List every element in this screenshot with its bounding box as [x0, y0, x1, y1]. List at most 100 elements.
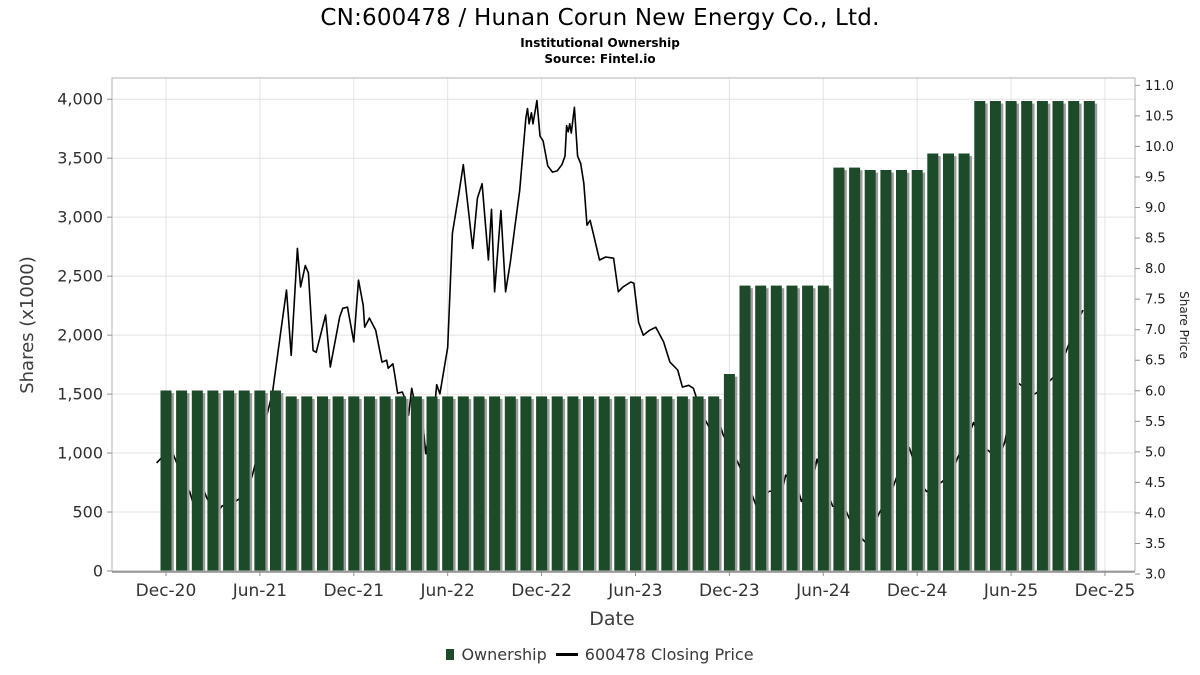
- ownership-bar: [583, 396, 594, 571]
- ownership-bar: [160, 390, 172, 571]
- x-axis-tick-label: Jun-22: [420, 581, 475, 601]
- y-left-tick-label: 3,000: [57, 208, 103, 227]
- ownership-bar: [645, 396, 657, 571]
- ownership-bar: [191, 390, 203, 571]
- y-right-tick-label: 8.0: [1145, 262, 1166, 277]
- chart-legend: Ownership 600478 Closing Price: [0, 645, 1200, 664]
- ownership-bar: [880, 170, 892, 571]
- y-right-tick-label: 8.5: [1145, 232, 1166, 247]
- y-right-tick-label: 10.0: [1145, 140, 1174, 155]
- y-right-tick-label: 3.0: [1145, 568, 1166, 583]
- ownership-bar: [630, 396, 641, 571]
- y-right-tick-label: 5.0: [1145, 445, 1166, 460]
- ownership-bar: [598, 396, 610, 571]
- ownership-bar: [223, 390, 235, 571]
- y-right-tick-label: 3.5: [1145, 537, 1166, 552]
- x-axis-tick-label: Dec-23: [699, 581, 760, 601]
- y-right-tick-label: 4.0: [1145, 506, 1166, 521]
- legend-item-closing-price[interactable]: 600478 Closing Price: [555, 645, 754, 664]
- ownership-bar: [442, 396, 454, 571]
- y-right-tick-label: 9.0: [1145, 201, 1166, 216]
- x-axis-tick-label: Jun-21: [232, 581, 287, 601]
- ownership-bar: [285, 396, 297, 571]
- page-title: CN:600478 / Hunan Corun New Energy Co., …: [320, 5, 880, 31]
- ownership-bar: [520, 396, 532, 571]
- ownership-bar: [473, 396, 485, 571]
- ownership-bar: [270, 390, 281, 571]
- ownership-bar: [770, 285, 782, 571]
- ownership-bar: [176, 390, 188, 571]
- ownership-bar: [457, 396, 469, 571]
- ownership-bar: [504, 396, 516, 571]
- y-right-tick-label: 7.5: [1145, 293, 1166, 308]
- ownership-bar: [1005, 101, 1017, 571]
- y-right-tick-label: 9.5: [1145, 170, 1166, 185]
- ownership-bar: [551, 396, 563, 571]
- ownership-bar: [786, 285, 798, 571]
- ownership-bar: [833, 167, 845, 571]
- y-left-tick-label: 3,500: [57, 149, 103, 168]
- ownership-bar: [896, 170, 907, 571]
- ownership-bar: [1021, 101, 1033, 571]
- x-axis-tick-label: Dec-20: [136, 581, 197, 601]
- legend-item-ownership[interactable]: Ownership: [446, 645, 547, 664]
- ownership-bar: [723, 374, 735, 571]
- ownership-bar: [1068, 101, 1080, 571]
- y-left-tick-label: 2,000: [57, 326, 103, 345]
- ownership-bar: [943, 153, 954, 571]
- ownership-bar: [974, 101, 986, 571]
- x-axis-tick-label: Dec-21: [323, 581, 384, 601]
- x-axis-title: Date: [589, 608, 635, 630]
- y-right-tick-label: 5.5: [1145, 415, 1166, 430]
- ownership-bar: [802, 285, 814, 571]
- y-right-tick-label: 11.0: [1145, 79, 1174, 94]
- ownership-bar-swatch-icon: [446, 649, 455, 660]
- y-right-tick-label: 10.5: [1145, 109, 1174, 124]
- ownership-bar: [238, 390, 250, 571]
- ownership-bar: [1083, 101, 1095, 571]
- ownership-bar: [708, 396, 720, 571]
- ownership-bar: [661, 396, 673, 571]
- x-axis-tick-label: Dec-22: [511, 581, 572, 601]
- legend-label-ownership: Ownership: [461, 645, 547, 664]
- ownership-bar: [1052, 101, 1064, 571]
- ownership-bar: [332, 396, 344, 571]
- ownership-bar: [927, 153, 939, 571]
- ownership-bar: [989, 101, 1001, 571]
- x-axis-tick-label: Dec-25: [1075, 581, 1136, 601]
- ownership-bar: [207, 390, 219, 571]
- ownership-bar: [1036, 101, 1048, 571]
- y-right-tick-label: 6.5: [1145, 354, 1166, 369]
- ownership-bar: [614, 396, 626, 571]
- ownership-bar: [676, 396, 688, 571]
- plot-border: [111, 77, 1136, 572]
- ownership-bar: [739, 285, 751, 571]
- y-left-tick-label: 1,500: [57, 385, 103, 404]
- y-left-tick-label: 2,500: [57, 267, 103, 286]
- y-right-tick-label: 4.5: [1145, 476, 1166, 491]
- y-right-tick-label: 6.0: [1145, 384, 1166, 399]
- x-axis-tick-label: Dec-24: [887, 581, 948, 601]
- x-axis-tick-label: Jun-24: [795, 581, 850, 601]
- ownership-bar: [301, 396, 313, 571]
- ownership-bar: [254, 390, 266, 571]
- ownership-bar: [395, 396, 407, 571]
- y-left-tick-label: 1,000: [57, 444, 103, 463]
- ownership-bar: [536, 396, 548, 571]
- ownership-bar: [317, 396, 328, 571]
- y-right-tick-label: 7.0: [1145, 323, 1166, 338]
- chart-subtitle: Institutional Ownership: [520, 36, 680, 50]
- ownership-bar: [911, 170, 923, 571]
- ownership-bar: [363, 396, 375, 571]
- ownership-bar: [692, 396, 704, 571]
- ownership-bar: [849, 167, 861, 571]
- ownership-bar: [348, 396, 360, 571]
- ownership-bar: [817, 285, 829, 571]
- ownership-bar: [567, 396, 579, 571]
- y-left-tick-label: 500: [72, 503, 103, 522]
- chart-source: Source: Fintel.io: [544, 52, 656, 66]
- ownership-bar: [489, 396, 501, 571]
- x-axis-tick-label: Jun-23: [607, 581, 662, 601]
